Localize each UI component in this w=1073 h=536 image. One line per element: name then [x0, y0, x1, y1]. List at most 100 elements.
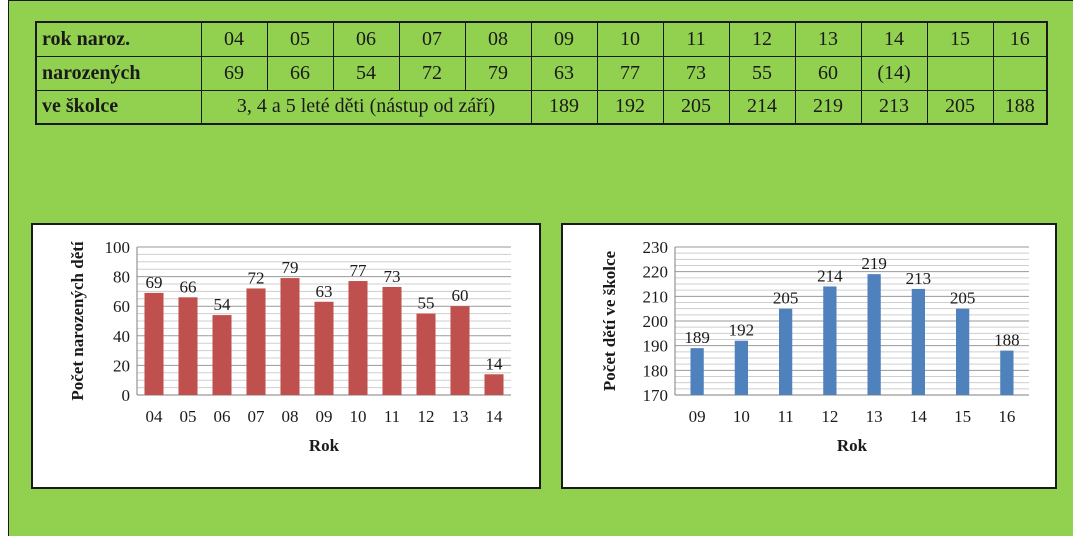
- kindergarten-note: 3, 4 a 5 leté děti (nástup od září): [201, 90, 531, 124]
- x-tick-label: 09: [316, 407, 333, 426]
- x-axis-title: Rok: [309, 436, 340, 455]
- data-label: 54: [214, 295, 232, 314]
- data-label: 63: [316, 282, 333, 301]
- x-tick-label: 11: [777, 407, 793, 426]
- births-cell: 69: [201, 56, 267, 90]
- bar: [382, 287, 401, 395]
- births-cell: (14): [861, 56, 927, 90]
- x-axis-title: Rok: [837, 436, 868, 455]
- bar: [912, 289, 925, 395]
- data-label: 192: [729, 321, 755, 340]
- y-tick-label: 60: [113, 297, 130, 316]
- bar: [450, 306, 469, 395]
- data-label: 188: [994, 331, 1020, 350]
- data-label: 66: [180, 277, 197, 296]
- row-header-births: narozených: [36, 56, 201, 90]
- y-tick-label: 40: [113, 327, 130, 346]
- births-row: narozených 69 66 54 72 79 63 77 73 55 60…: [36, 56, 1047, 90]
- data-label: 73: [384, 267, 401, 286]
- births-cell: 55: [729, 56, 795, 90]
- x-tick-label: 05: [180, 407, 197, 426]
- kindergarten-cell: 192: [597, 90, 663, 124]
- y-axis-title: Počet narozených dětí: [68, 241, 87, 401]
- bar: [779, 309, 792, 395]
- data-label: 55: [418, 294, 435, 313]
- bar: [144, 293, 163, 395]
- bar: [735, 341, 748, 395]
- row-header-year: rok naroz.: [36, 22, 201, 56]
- year-cell: 13: [795, 22, 861, 56]
- year-cell: 15: [927, 22, 993, 56]
- kindergarten-cell: 213: [861, 90, 927, 124]
- y-tick-label: 200: [643, 312, 669, 331]
- bar: [867, 274, 880, 395]
- year-cell: 16: [993, 22, 1047, 56]
- data-label: 72: [248, 268, 265, 287]
- bar: [212, 315, 231, 395]
- x-tick-label: 15: [954, 407, 971, 426]
- x-tick-label: 04: [146, 407, 164, 426]
- data-label: 214: [817, 266, 843, 285]
- data-label: 14: [486, 354, 504, 373]
- x-tick-label: 07: [248, 407, 266, 426]
- kindergarten-cell: 214: [729, 90, 795, 124]
- kindergarten-cell: 205: [663, 90, 729, 124]
- kindergarten-cell: 219: [795, 90, 861, 124]
- kindergarten-chart: 170 180 190 200 210 220 230 189 09 192 10 205 11 214 1…: [561, 223, 1057, 489]
- kindergarten-cell: 205: [927, 90, 993, 124]
- kindergarten-cell: 188: [993, 90, 1047, 124]
- x-tick-label: 10: [350, 407, 367, 426]
- x-tick-label: 14: [486, 407, 504, 426]
- x-tick-label: 09: [689, 407, 706, 426]
- year-cell: 07: [399, 22, 465, 56]
- y-tick-label: 210: [643, 287, 669, 306]
- births-cell: 54: [333, 56, 399, 90]
- year-cell: 09: [531, 22, 597, 56]
- births-cell: 72: [399, 56, 465, 90]
- kindergarten-row: ve školce 3, 4 a 5 leté děti (nástup od …: [36, 90, 1047, 124]
- year-cell: 14: [861, 22, 927, 56]
- data-label: 205: [950, 289, 976, 308]
- x-tick-label: 13: [866, 407, 883, 426]
- births-cell: 79: [465, 56, 531, 90]
- x-tick-label: 08: [282, 407, 299, 426]
- births-cell: 77: [597, 56, 663, 90]
- bar: [280, 278, 299, 395]
- year-cell: 05: [267, 22, 333, 56]
- bar: [246, 288, 265, 395]
- year-cell: 06: [333, 22, 399, 56]
- y-tick-label: 230: [643, 238, 669, 257]
- y-tick-label: 100: [105, 238, 131, 257]
- data-label: 60: [452, 286, 469, 305]
- y-tick-label: 0: [122, 386, 131, 405]
- x-tick-label: 16: [998, 407, 1015, 426]
- bar: [956, 309, 969, 395]
- bar: [484, 374, 503, 395]
- x-tick-label: 13: [452, 407, 469, 426]
- year-cell: 10: [597, 22, 663, 56]
- kindergarten-cell: 189: [531, 90, 597, 124]
- data-label: 189: [684, 328, 710, 347]
- kindergarten-chart-svg: 170 180 190 200 210 220 230 189 09 192 10 205 11 214 1…: [563, 225, 1055, 487]
- births-cell: 66: [267, 56, 333, 90]
- data-table: rok naroz. 04 05 06 07 08 09 10 11 12 13…: [35, 21, 1048, 125]
- data-label: 69: [146, 273, 163, 292]
- x-tick-label: 12: [821, 407, 838, 426]
- data-label: 205: [773, 289, 799, 308]
- births-cell: 60: [795, 56, 861, 90]
- births-cell: [993, 56, 1047, 90]
- x-tick-label: 06: [214, 407, 231, 426]
- year-cell: 04: [201, 22, 267, 56]
- bar: [690, 348, 703, 395]
- births-chart: 0 20 40 60 80 100 69 04 66 05 54 06 72 07 79 08 63 09 77 10…: [31, 223, 541, 489]
- bar: [823, 286, 836, 395]
- bar: [348, 281, 367, 395]
- births-cell: 73: [663, 56, 729, 90]
- year-cell: 11: [663, 22, 729, 56]
- bar: [178, 297, 197, 395]
- births-cell: [927, 56, 993, 90]
- y-axis-title: Počet dětí ve školce: [600, 250, 619, 391]
- x-tick-label: 10: [733, 407, 750, 426]
- x-tick-label: 11: [384, 407, 400, 426]
- year-row: rok naroz. 04 05 06 07 08 09 10 11 12 13…: [36, 22, 1047, 56]
